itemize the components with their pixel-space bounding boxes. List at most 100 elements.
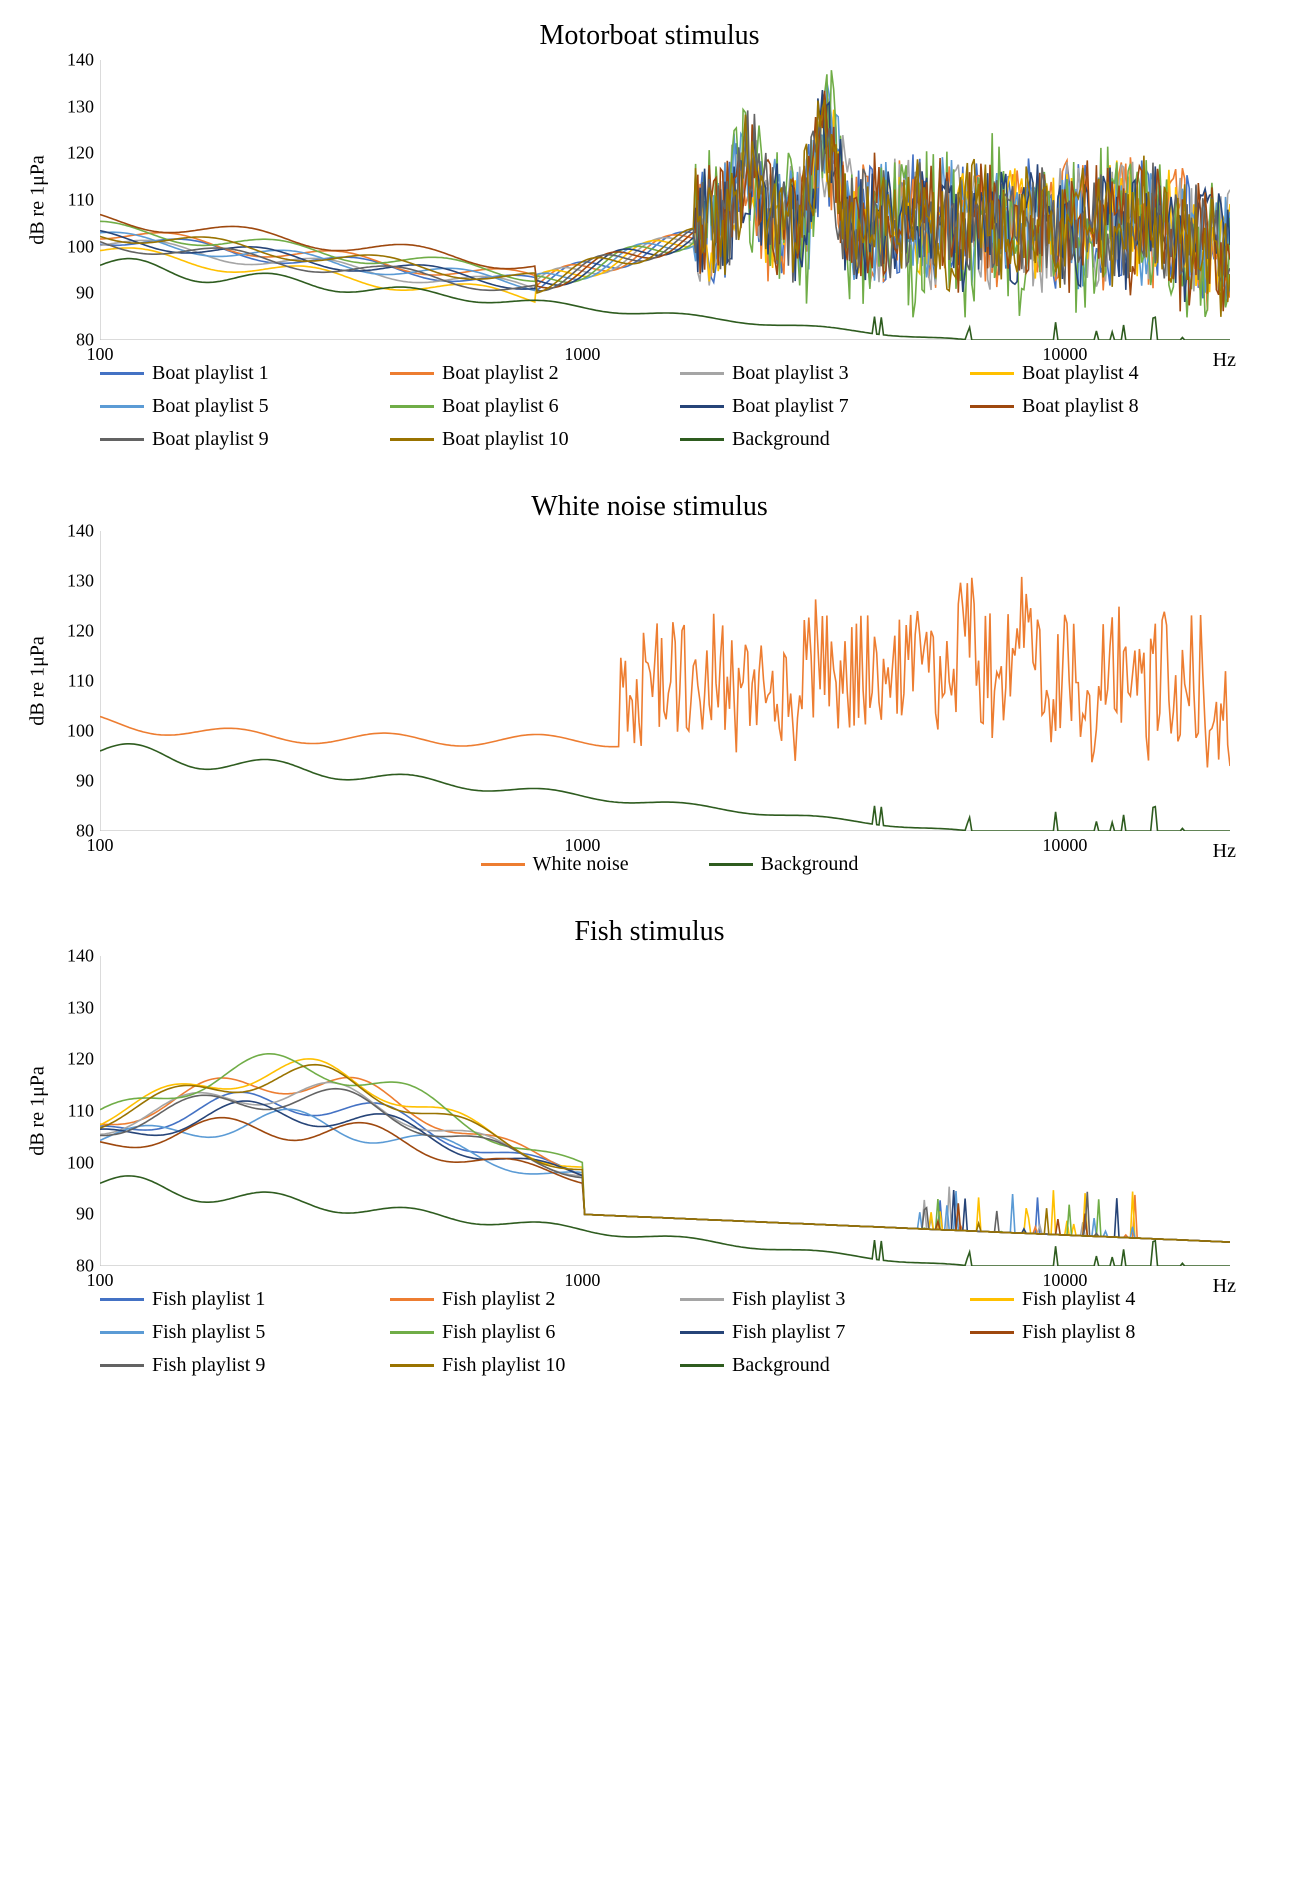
legend-label: Fish playlist 7 [732,1321,845,1344]
legend-swatch [680,405,724,408]
legend-item: Background [709,853,859,876]
y-tick-label: 110 [68,671,94,692]
x-tick-label: 1000 [564,835,600,856]
legend-label: Boat playlist 4 [1022,362,1139,385]
x-tick-label: 10000 [1042,1270,1087,1291]
legend-swatch [970,405,1014,408]
legend-swatch [970,1331,1014,1334]
y-tick-label: 90 [76,1204,94,1225]
legend-label: Fish playlist 3 [732,1288,845,1311]
legend-item: Fish playlist 4 [970,1288,1220,1311]
y-tick-label: 90 [76,771,94,792]
legend-label: Fish playlist 4 [1022,1288,1135,1311]
plot-svg [100,531,1230,831]
legend-item: Boat playlist 3 [680,362,930,385]
legend-label: Background [761,853,859,876]
legend-swatch [100,1364,144,1367]
x-tick-label: 1000 [564,1270,600,1291]
legend-label: Fish playlist 10 [442,1354,565,1377]
x-axis-unit: Hz [1213,349,1236,372]
legend-label: Boat playlist 10 [442,428,569,451]
legend-label: Background [732,428,830,451]
legend-item: Background [680,1354,930,1377]
legend-swatch [390,1364,434,1367]
legend-swatch [390,1298,434,1301]
legend-item: Fish playlist 6 [390,1321,640,1344]
legend-item: Boat playlist 1 [100,362,350,385]
legend-swatch [481,863,525,866]
y-tick-label: 130 [67,571,94,592]
y-axis-label: dB re 1μPa [27,636,50,726]
legend-swatch [390,372,434,375]
y-axis-label: dB re 1μPa [27,1066,50,1156]
legend-item: Fish playlist 5 [100,1321,350,1344]
y-tick-label: 100 [67,1152,94,1173]
y-tick-label: 110 [68,190,94,211]
chart-whitenoise: White noise stimulus 80901001101201301401… [20,491,1279,876]
legend-label: Boat playlist 6 [442,395,559,418]
legend-item: Boat playlist 8 [970,395,1220,418]
x-axis-unit: Hz [1213,840,1236,863]
chart-motorboat: Motorboat stimulus 8090100110120130140100… [20,20,1279,451]
plot-area: 8090100110120130140100100010000dB re 1μP… [100,531,1230,831]
legend-swatch [970,372,1014,375]
chart-fish: Fish stimulus 809010011012013014010010001… [20,916,1279,1377]
chart-title: Motorboat stimulus [20,20,1279,52]
legend-label: Fish playlist 2 [442,1288,555,1311]
legend-label: Boat playlist 1 [152,362,269,385]
y-tick-label: 140 [67,946,94,967]
x-tick-label: 100 [87,835,114,856]
legend: Boat playlist 1Boat playlist 2Boat playl… [100,362,1239,451]
legend-swatch [680,1298,724,1301]
legend-item: Boat playlist 9 [100,428,350,451]
legend-item: Boat playlist 10 [390,428,640,451]
y-tick-label: 130 [67,96,94,117]
y-tick-label: 120 [67,1049,94,1070]
legend-item: Boat playlist 6 [390,395,640,418]
series-line [100,744,1230,831]
series-line [100,1089,1230,1242]
x-axis-unit: Hz [1213,1275,1236,1298]
legend-item: Boat playlist 4 [970,362,1220,385]
legend-label: Boat playlist 9 [152,428,269,451]
chart-title: White noise stimulus [20,491,1279,523]
legend-item: Fish playlist 7 [680,1321,930,1344]
y-tick-label: 100 [67,236,94,257]
legend-label: Fish playlist 8 [1022,1321,1135,1344]
legend-swatch [390,405,434,408]
legend-label: Boat playlist 5 [152,395,269,418]
series-line [100,1109,1230,1242]
plot-area: 8090100110120130140100100010000dB re 1μP… [100,956,1230,1266]
legend-label: Fish playlist 6 [442,1321,555,1344]
legend-swatch [100,405,144,408]
legend-swatch [709,863,753,866]
series-line [100,1118,1230,1242]
legend-item: Fish playlist 2 [390,1288,640,1311]
y-tick-label: 90 [76,283,94,304]
legend-swatch [680,1364,724,1367]
x-tick-label: 100 [87,1270,114,1291]
y-tick-label: 100 [67,721,94,742]
y-tick-label: 120 [67,621,94,642]
plot-svg [100,60,1230,340]
y-tick-label: 140 [67,521,94,542]
y-tick-label: 140 [67,50,94,71]
legend-swatch [100,1331,144,1334]
legend-label: White noise [533,853,629,876]
plot-area: 8090100110120130140100100010000dB re 1μP… [100,60,1230,340]
legend-item: Background [680,428,930,451]
legend-swatch [680,372,724,375]
legend-swatch [680,438,724,441]
legend-item: White noise [481,853,629,876]
legend: Fish playlist 1Fish playlist 2Fish playl… [100,1288,1239,1377]
legend-swatch [100,372,144,375]
legend: White noise Background [100,853,1239,876]
legend-label: Boat playlist 3 [732,362,849,385]
series-line [100,1101,1230,1242]
chart-title: Fish stimulus [20,916,1279,948]
x-tick-label: 10000 [1042,344,1087,365]
series-line [100,1092,1230,1242]
legend-label: Boat playlist 7 [732,395,849,418]
y-tick-label: 120 [67,143,94,164]
legend-swatch [100,438,144,441]
